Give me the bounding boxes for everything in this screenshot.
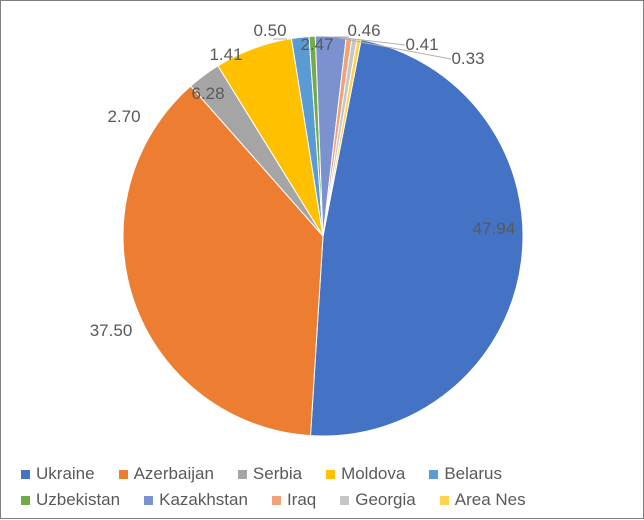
pie-chart-container: 47.94 37.50 2.70 6.28 1.41 0.50 2.47 0.46 0.41 0.… [0, 0, 644, 519]
data-label: 0.41 [405, 35, 438, 55]
data-label: 0.33 [451, 49, 484, 69]
legend-label: Kazakhstan [159, 490, 248, 510]
legend-label: Area Nes [455, 490, 526, 510]
pie-plot-area [123, 36, 523, 436]
legend-label: Uzbekistan [36, 490, 120, 510]
data-label: 0.50 [253, 21, 286, 41]
legend-label: Moldova [341, 464, 405, 484]
pie-svg [123, 36, 523, 436]
legend-swatch [144, 496, 153, 505]
legend-item-uzbekistan: Uzbekistan [21, 490, 120, 510]
data-label: 2.47 [300, 35, 333, 55]
legend-label: Belarus [444, 464, 502, 484]
legend-item-ukraine: Ukraine [21, 464, 95, 484]
data-label: 47.94 [473, 219, 516, 239]
legend-label: Ukraine [36, 464, 95, 484]
legend-label: Azerbaijan [134, 464, 214, 484]
legend-label: Iraq [287, 490, 316, 510]
legend-item-kazakhstan: Kazakhstan [144, 490, 248, 510]
legend-item-area-nes: Area Nes [440, 490, 526, 510]
data-label: 2.70 [107, 107, 140, 127]
legend-swatch [119, 470, 128, 479]
legend-label: Serbia [253, 464, 302, 484]
legend-swatch [440, 496, 449, 505]
legend-swatch [340, 496, 349, 505]
legend-swatch [21, 470, 30, 479]
legend-item-azerbaijan: Azerbaijan [119, 464, 214, 484]
legend-item-iraq: Iraq [272, 490, 316, 510]
legend-swatch [326, 470, 335, 479]
legend-item-serbia: Serbia [238, 464, 302, 484]
legend-swatch [238, 470, 247, 479]
legend-item-moldova: Moldova [326, 464, 405, 484]
legend-swatch [272, 496, 281, 505]
legend-swatch [429, 470, 438, 479]
legend: Ukraine Azerbaijan Serbia Moldova Belarus Uzb… [21, 464, 623, 510]
legend-label: Georgia [355, 490, 415, 510]
legend-item-belarus: Belarus [429, 464, 502, 484]
data-label: 0.46 [347, 21, 380, 41]
data-label: 37.50 [90, 321, 133, 341]
legend-item-georgia: Georgia [340, 490, 415, 510]
data-label: 1.41 [209, 45, 242, 65]
legend-swatch [21, 496, 30, 505]
data-label: 6.28 [191, 84, 224, 104]
